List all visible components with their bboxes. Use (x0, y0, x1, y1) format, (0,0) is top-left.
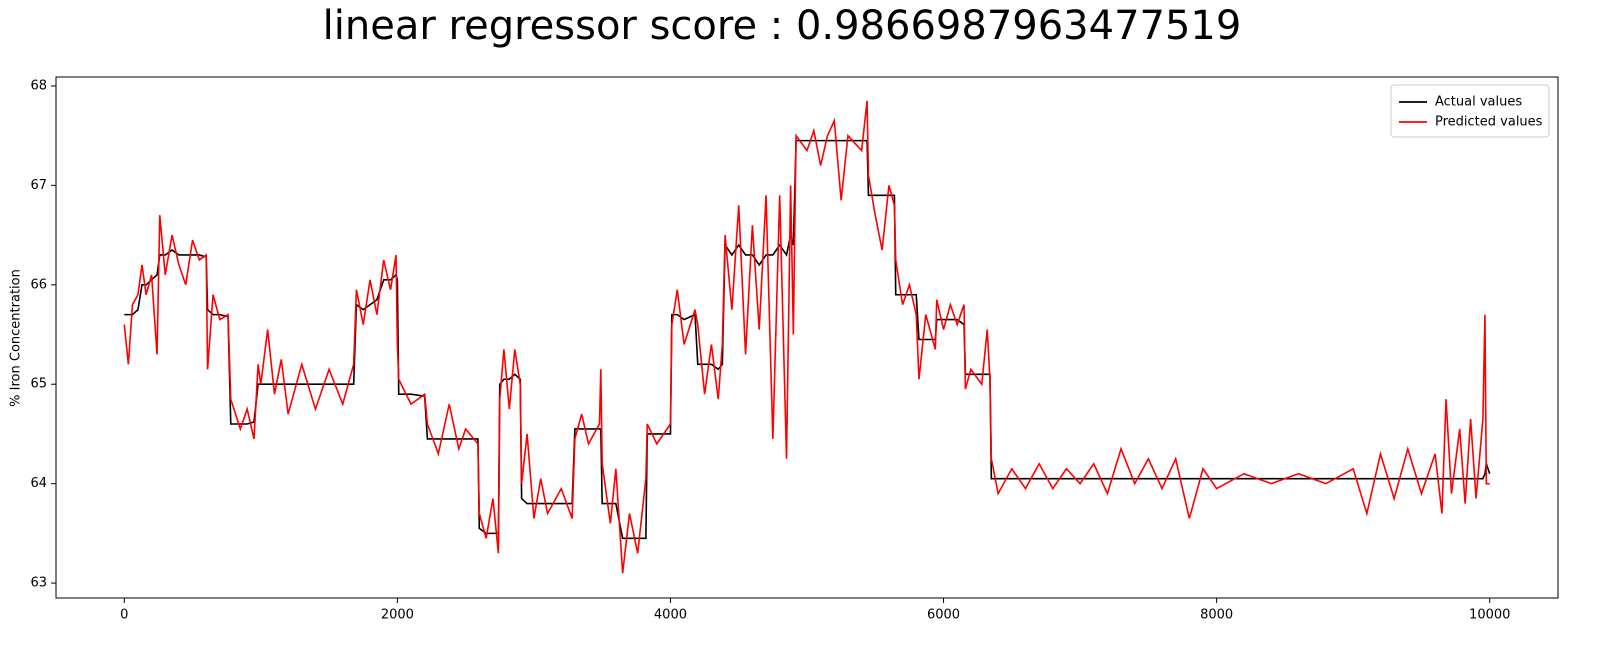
x-tick-label: 2000 (381, 608, 414, 623)
x-tick-label: 8000 (1200, 608, 1233, 623)
y-tick-label: 63 (30, 576, 47, 591)
x-tick-label: 4000 (654, 608, 687, 623)
legend-label: Actual values (1435, 95, 1522, 110)
y-tick-label: 66 (30, 277, 47, 292)
y-axis-label: % Iron Concentration (9, 269, 24, 407)
y-tick-label: 64 (30, 476, 47, 491)
legend-label: Predicted values (1435, 115, 1543, 130)
y-tick-label: 67 (30, 178, 47, 193)
x-tick-label: 10000 (1469, 608, 1510, 623)
x-tick-label: 6000 (927, 608, 960, 623)
plot-frame (55, 76, 1559, 599)
x-tick-label: 0 (120, 608, 128, 623)
chart-title: linear regressor score : 0.9866987963477… (323, 3, 1242, 49)
y-tick-label: 65 (30, 377, 47, 392)
legend-box (1390, 84, 1550, 138)
y-tick-label: 68 (30, 78, 47, 93)
series-line (123, 100, 1490, 574)
